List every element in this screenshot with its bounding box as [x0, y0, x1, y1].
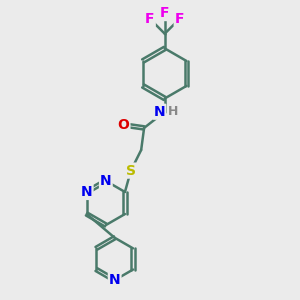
Text: N: N	[109, 273, 121, 287]
Text: F: F	[160, 6, 169, 20]
Text: N: N	[81, 185, 92, 199]
Text: N: N	[100, 174, 112, 188]
Text: S: S	[126, 164, 136, 178]
Text: F: F	[175, 12, 184, 26]
Text: H: H	[168, 105, 178, 118]
Text: O: O	[118, 118, 129, 132]
Text: N: N	[154, 105, 165, 119]
Text: F: F	[145, 12, 155, 26]
